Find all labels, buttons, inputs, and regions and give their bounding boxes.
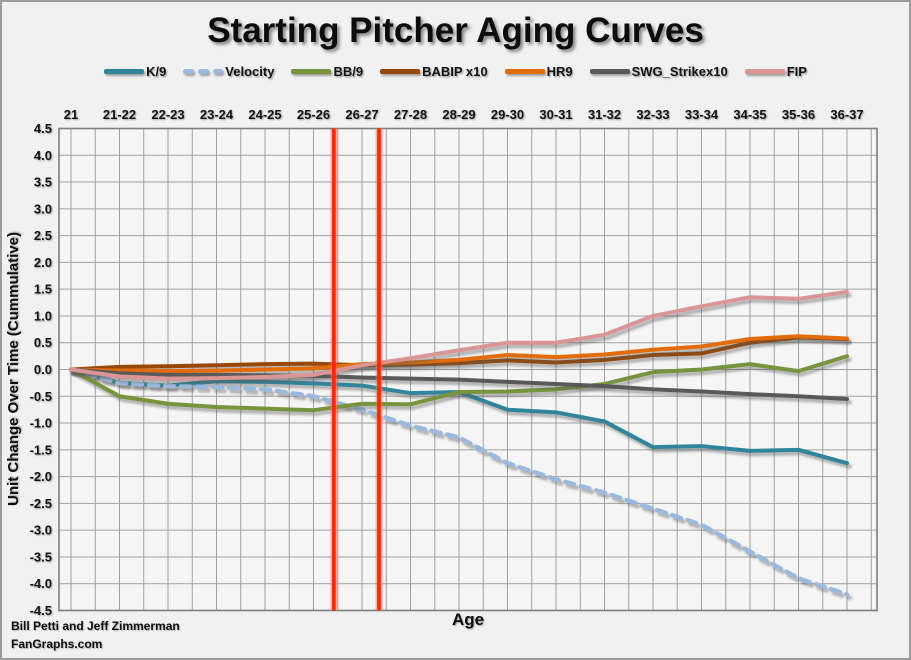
dashed-line-swatch-icon (183, 69, 224, 74)
x-tick-label: 28-29 (442, 107, 475, 122)
x-tick-label: 33-34 (685, 107, 719, 122)
x-tick-label: 35-36 (782, 107, 815, 122)
chart-title: Starting Pitcher Aging Curves (207, 11, 704, 50)
x-tick-label: 26-27 (345, 107, 378, 122)
legend: K/9 Velocity BB/9 BABIP x10 HR9 SWG_Strikex10… (2, 64, 909, 79)
x-tick-label: 34-35 (733, 107, 766, 122)
y-tick-label: -3.5 (30, 549, 52, 564)
legend-label: BABIP x10 (422, 64, 488, 79)
y-tick-label: 4.0 (34, 148, 52, 163)
x-tick-label: 31-32 (588, 107, 621, 122)
legend-item-hr9: HR9 (504, 64, 573, 79)
y-tick-label: -4.5 (30, 603, 52, 618)
y-tick-label: 0.0 (34, 362, 52, 377)
legend-item-babip-x10: BABIP x10 (380, 64, 488, 79)
gridlines (59, 128, 877, 611)
x-tick-label: 25-26 (297, 107, 330, 122)
plot-border (58, 127, 878, 612)
legend-item-bb-9: BB/9 (291, 64, 363, 79)
line-swatch-icon (744, 69, 785, 74)
legend-item-fip: FIP (744, 64, 807, 79)
line-swatch-icon (504, 69, 545, 74)
line-swatch-icon (104, 69, 145, 74)
y-tick-label: -1.5 (30, 442, 52, 457)
series-shadow-fip (71, 293, 852, 385)
y-tick-label: -4.0 (30, 576, 52, 591)
line-swatch-icon (589, 69, 630, 74)
attribution: Bill Petti and Jeff Zimmerman FanGraphs.… (11, 618, 180, 653)
y-tick-label: -1.0 (30, 416, 52, 431)
attribution-site: FanGraphs.com (11, 636, 103, 651)
y-tick-label: -2.5 (30, 496, 52, 511)
line-swatch-icon (291, 69, 332, 74)
x-tick-label: 30-31 (539, 107, 572, 122)
legend-label: FIP (786, 64, 807, 79)
series-line-fip (69, 289, 849, 381)
series-line-velocity (68, 367, 850, 597)
legend-label: HR9 (546, 64, 573, 79)
legend-label: SWG_Strikex10 (631, 64, 728, 79)
legend-label: K/9 (146, 64, 167, 79)
y-tick-label: 4.5 (34, 121, 52, 136)
x-tick-label: 23-24 (200, 107, 234, 122)
series-line-bb-9 (69, 354, 849, 413)
y-tick-label: 1.5 (34, 282, 52, 297)
legend-item-swg-strikex10: SWG_Strikex10 (589, 64, 728, 79)
y-tick-label: 2.0 (34, 255, 52, 270)
legend-label: BB/9 (333, 64, 364, 79)
legend-label: Velocity (225, 64, 275, 79)
series-line-hr9 (69, 334, 849, 374)
legend-item-k-9: K/9 (104, 64, 166, 79)
x-tick-label: 21 (64, 107, 78, 122)
x-tick-label: 27-28 (394, 107, 427, 122)
x-tick-label: 24-25 (248, 107, 281, 122)
line-swatch-icon (380, 69, 421, 74)
x-tick-label: 21-22 (103, 107, 136, 122)
y-axis-title: Unit Change Over Time (Cummulative) (5, 232, 22, 506)
x-axis-title: Age (452, 610, 484, 629)
series-shadow-bb-9 (71, 357, 852, 416)
y-tick-label: -2.0 (30, 469, 52, 484)
series-line-swg-strikex10 (69, 367, 849, 401)
x-tick-label: 22-23 (151, 107, 184, 122)
x-tick-label: 36-37 (830, 107, 863, 122)
y-tick-label: 2.5 (34, 228, 52, 243)
legend-item-velocity: Velocity (183, 64, 274, 79)
y-tick-label: -0.5 (30, 389, 52, 404)
attribution-authors: Bill Petti and Jeff Zimmerman (11, 619, 180, 634)
y-tick-label: 3.5 (34, 175, 52, 190)
y-tick-label: 1.0 (34, 308, 52, 323)
chart-layer: 21 21-22 22-23 23-24 24-25 25-26 26-27 27-28 28-… (30, 107, 878, 618)
y-tick-label: 3.0 (34, 201, 52, 216)
x-tick-label: 29-30 (491, 107, 524, 122)
y-tick-label: 0.5 (34, 335, 52, 350)
x-tick-label: 32-33 (636, 107, 669, 122)
y-tick-label: -3.0 (30, 523, 52, 538)
